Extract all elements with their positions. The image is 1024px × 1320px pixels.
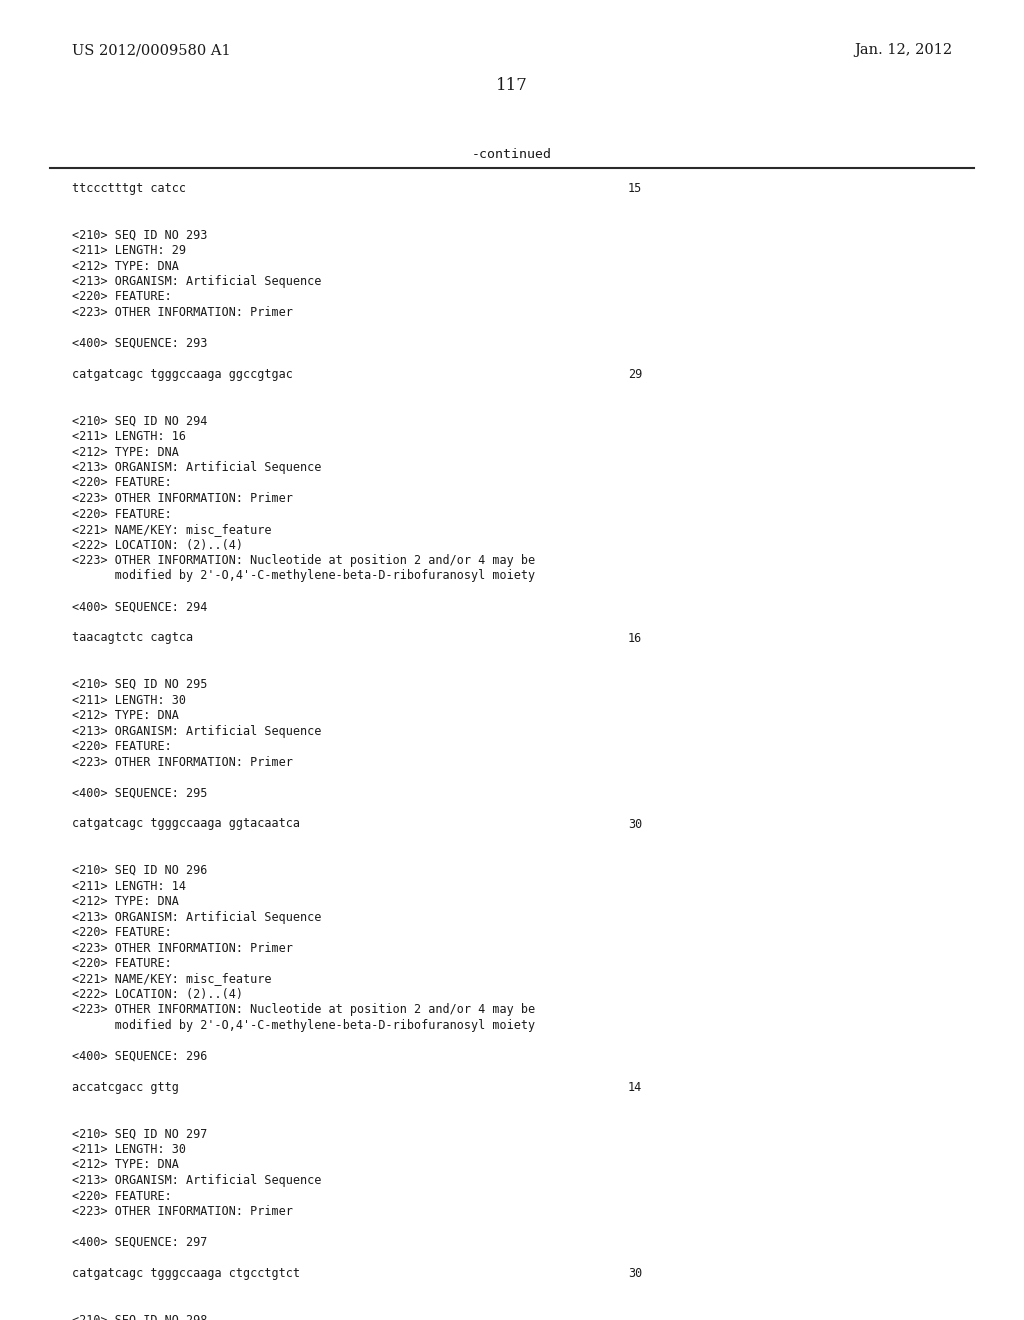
Text: catgatcagc tgggccaaga ctgcctgtct: catgatcagc tgggccaaga ctgcctgtct <box>72 1267 300 1280</box>
Text: <400> SEQUENCE: 293: <400> SEQUENCE: 293 <box>72 337 208 350</box>
Text: <212> TYPE: DNA: <212> TYPE: DNA <box>72 895 179 908</box>
Text: <212> TYPE: DNA: <212> TYPE: DNA <box>72 260 179 272</box>
Text: <223> OTHER INFORMATION: Primer: <223> OTHER INFORMATION: Primer <box>72 941 293 954</box>
Text: <400> SEQUENCE: 296: <400> SEQUENCE: 296 <box>72 1049 208 1063</box>
Text: -continued: -continued <box>472 149 552 161</box>
Text: <213> ORGANISM: Artificial Sequence: <213> ORGANISM: Artificial Sequence <box>72 1173 322 1187</box>
Text: Jan. 12, 2012: Jan. 12, 2012 <box>854 44 952 57</box>
Text: <210> SEQ ID NO 296: <210> SEQ ID NO 296 <box>72 865 208 876</box>
Text: <213> ORGANISM: Artificial Sequence: <213> ORGANISM: Artificial Sequence <box>72 725 322 738</box>
Text: <220> FEATURE:: <220> FEATURE: <box>72 741 172 752</box>
Text: <213> ORGANISM: Artificial Sequence: <213> ORGANISM: Artificial Sequence <box>72 911 322 924</box>
Text: <211> LENGTH: 16: <211> LENGTH: 16 <box>72 430 186 444</box>
Text: <223> OTHER INFORMATION: Primer: <223> OTHER INFORMATION: Primer <box>72 755 293 768</box>
Text: <220> FEATURE:: <220> FEATURE: <box>72 957 172 970</box>
Text: 117: 117 <box>496 77 528 94</box>
Text: <213> ORGANISM: Artificial Sequence: <213> ORGANISM: Artificial Sequence <box>72 461 322 474</box>
Text: <221> NAME/KEY: misc_feature: <221> NAME/KEY: misc_feature <box>72 973 271 986</box>
Text: <211> LENGTH: 29: <211> LENGTH: 29 <box>72 244 186 257</box>
Text: <221> NAME/KEY: misc_feature: <221> NAME/KEY: misc_feature <box>72 523 271 536</box>
Text: modified by 2'-O,4'-C-methylene-beta-D-ribofuranosyl moiety: modified by 2'-O,4'-C-methylene-beta-D-r… <box>72 1019 536 1032</box>
Text: <211> LENGTH: 30: <211> LENGTH: 30 <box>72 1143 186 1156</box>
Text: <223> OTHER INFORMATION: Primer: <223> OTHER INFORMATION: Primer <box>72 492 293 506</box>
Text: <223> OTHER INFORMATION: Nucleotide at position 2 and/or 4 may be: <223> OTHER INFORMATION: Nucleotide at p… <box>72 554 536 568</box>
Text: accatcgacc gttg: accatcgacc gttg <box>72 1081 179 1094</box>
Text: catgatcagc tgggccaaga ggtacaatca: catgatcagc tgggccaaga ggtacaatca <box>72 817 300 830</box>
Text: <220> FEATURE:: <220> FEATURE: <box>72 927 172 939</box>
Text: catgatcagc tgggccaaga ggccgtgac: catgatcagc tgggccaaga ggccgtgac <box>72 368 293 381</box>
Text: 16: 16 <box>628 631 642 644</box>
Text: <211> LENGTH: 30: <211> LENGTH: 30 <box>72 693 186 706</box>
Text: <210> SEQ ID NO 294: <210> SEQ ID NO 294 <box>72 414 208 428</box>
Text: <210> SEQ ID NO 293: <210> SEQ ID NO 293 <box>72 228 208 242</box>
Text: modified by 2'-O,4'-C-methylene-beta-D-ribofuranosyl moiety: modified by 2'-O,4'-C-methylene-beta-D-r… <box>72 569 536 582</box>
Text: <400> SEQUENCE: 295: <400> SEQUENCE: 295 <box>72 787 208 800</box>
Text: <213> ORGANISM: Artificial Sequence: <213> ORGANISM: Artificial Sequence <box>72 275 322 288</box>
Text: <220> FEATURE:: <220> FEATURE: <box>72 290 172 304</box>
Text: <223> OTHER INFORMATION: Primer: <223> OTHER INFORMATION: Primer <box>72 1205 293 1218</box>
Text: <212> TYPE: DNA: <212> TYPE: DNA <box>72 709 179 722</box>
Text: <222> LOCATION: (2)..(4): <222> LOCATION: (2)..(4) <box>72 539 243 552</box>
Text: <220> FEATURE:: <220> FEATURE: <box>72 507 172 520</box>
Text: <210> SEQ ID NO 298: <210> SEQ ID NO 298 <box>72 1313 208 1320</box>
Text: <211> LENGTH: 14: <211> LENGTH: 14 <box>72 879 186 892</box>
Text: <212> TYPE: DNA: <212> TYPE: DNA <box>72 1159 179 1172</box>
Text: 30: 30 <box>628 1267 642 1280</box>
Text: <223> OTHER INFORMATION: Nucleotide at position 2 and/or 4 may be: <223> OTHER INFORMATION: Nucleotide at p… <box>72 1003 536 1016</box>
Text: taacagtctc cagtca: taacagtctc cagtca <box>72 631 194 644</box>
Text: 14: 14 <box>628 1081 642 1094</box>
Text: 15: 15 <box>628 182 642 195</box>
Text: ttccctttgt catcc: ttccctttgt catcc <box>72 182 186 195</box>
Text: <400> SEQUENCE: 294: <400> SEQUENCE: 294 <box>72 601 208 614</box>
Text: <222> LOCATION: (2)..(4): <222> LOCATION: (2)..(4) <box>72 987 243 1001</box>
Text: <210> SEQ ID NO 297: <210> SEQ ID NO 297 <box>72 1127 208 1140</box>
Text: <212> TYPE: DNA: <212> TYPE: DNA <box>72 446 179 458</box>
Text: <223> OTHER INFORMATION: Primer: <223> OTHER INFORMATION: Primer <box>72 306 293 319</box>
Text: <210> SEQ ID NO 295: <210> SEQ ID NO 295 <box>72 678 208 690</box>
Text: <220> FEATURE:: <220> FEATURE: <box>72 1189 172 1203</box>
Text: <400> SEQUENCE: 297: <400> SEQUENCE: 297 <box>72 1236 208 1249</box>
Text: 30: 30 <box>628 817 642 830</box>
Text: <220> FEATURE:: <220> FEATURE: <box>72 477 172 490</box>
Text: 29: 29 <box>628 368 642 381</box>
Text: US 2012/0009580 A1: US 2012/0009580 A1 <box>72 44 230 57</box>
